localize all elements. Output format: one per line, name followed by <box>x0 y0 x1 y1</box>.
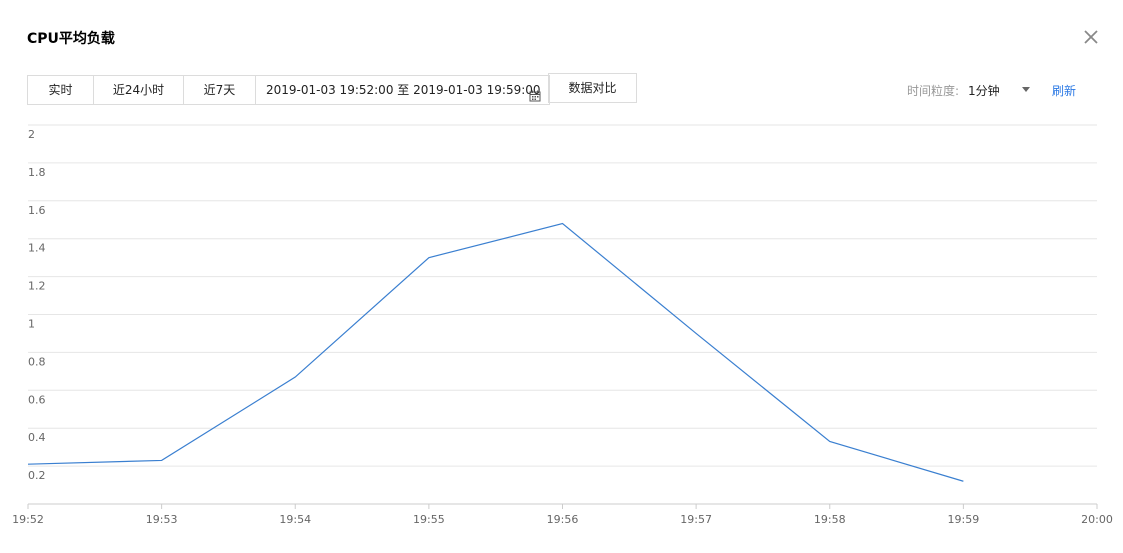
y-tick-label: 0.4 <box>28 431 46 444</box>
range-24h-button[interactable]: 近24小时 <box>94 76 184 104</box>
x-tick-label: 19:54 <box>279 513 311 526</box>
x-tick-label: 19:57 <box>680 513 712 526</box>
series-layer <box>25 221 966 484</box>
data-point[interactable] <box>960 478 966 484</box>
y-tick-label: 2 <box>28 128 35 141</box>
refresh-link[interactable]: 刷新 <box>1052 84 1077 98</box>
x-tick-label: 20:00 <box>1081 513 1113 526</box>
date-range-picker[interactable]: 2019-01-03 19:52:00 至 2019-01-03 19:59:0… <box>256 76 549 104</box>
caret-down-icon <box>1022 87 1030 92</box>
data-point[interactable] <box>292 374 298 380</box>
y-axis-ticks: 2 1.8 1.6 1.4 1.2 1 0.8 0.6 0.4 0.2 <box>28 128 46 482</box>
date-range-text: 2019-01-03 19:52:00 至 2019-01-03 19:59:0… <box>266 83 541 97</box>
y-tick-label: 1.2 <box>28 280 46 293</box>
y-tick-label: 0.6 <box>28 393 46 406</box>
y-tick-label: 0.8 <box>28 355 46 368</box>
calendar-icon[interactable] <box>529 84 541 102</box>
y-tick-label: 1.6 <box>28 204 46 217</box>
data-point[interactable] <box>25 461 31 467</box>
data-point[interactable] <box>560 221 566 227</box>
x-tick-label: 19:59 <box>948 513 980 526</box>
data-point[interactable] <box>426 255 432 261</box>
y-tick-label: 1.8 <box>28 166 46 179</box>
dialog-title: CPU平均负载 <box>27 31 115 47</box>
granularity-label: 时间粒度: <box>907 84 960 98</box>
data-point[interactable] <box>827 438 833 444</box>
granularity-value: 1分钟 <box>968 84 1000 98</box>
x-axis: 19:52 19:53 19:54 19:55 19:56 19:57 19:58 19:59… <box>12 503 1113 526</box>
granularity-select[interactable]: 1分钟 <box>968 82 1030 98</box>
series-line <box>27 222 964 482</box>
grid-lines <box>28 124 1097 467</box>
cpu-load-chart: 21.81.61.41.210.80.60.40.2 19:52 19:53 19:… <box>12 124 1113 526</box>
data-point[interactable] <box>693 330 699 336</box>
range-7d-button[interactable]: 近7天 <box>184 76 256 104</box>
data-point[interactable] <box>159 457 165 463</box>
range-realtime-button[interactable]: 实时 <box>28 76 94 104</box>
x-tick-label: 19:53 <box>146 513 178 526</box>
x-tick-label: 19:52 <box>12 513 44 526</box>
y-tick-label: 1 <box>28 318 35 331</box>
compare-button[interactable]: 数据对比 <box>548 73 637 103</box>
y-tick-label: 0.2 <box>28 469 46 482</box>
x-tick-label: 19:55 <box>413 513 445 526</box>
close-icon[interactable] <box>1080 26 1102 48</box>
y-tick-label: 1.4 <box>28 242 46 255</box>
x-tick-label: 19:56 <box>547 513 579 526</box>
range-button-group: 实时 近24小时 近7天 2019-01-03 19:52:00 至 2019-… <box>27 75 550 105</box>
x-tick-label: 19:58 <box>814 513 846 526</box>
